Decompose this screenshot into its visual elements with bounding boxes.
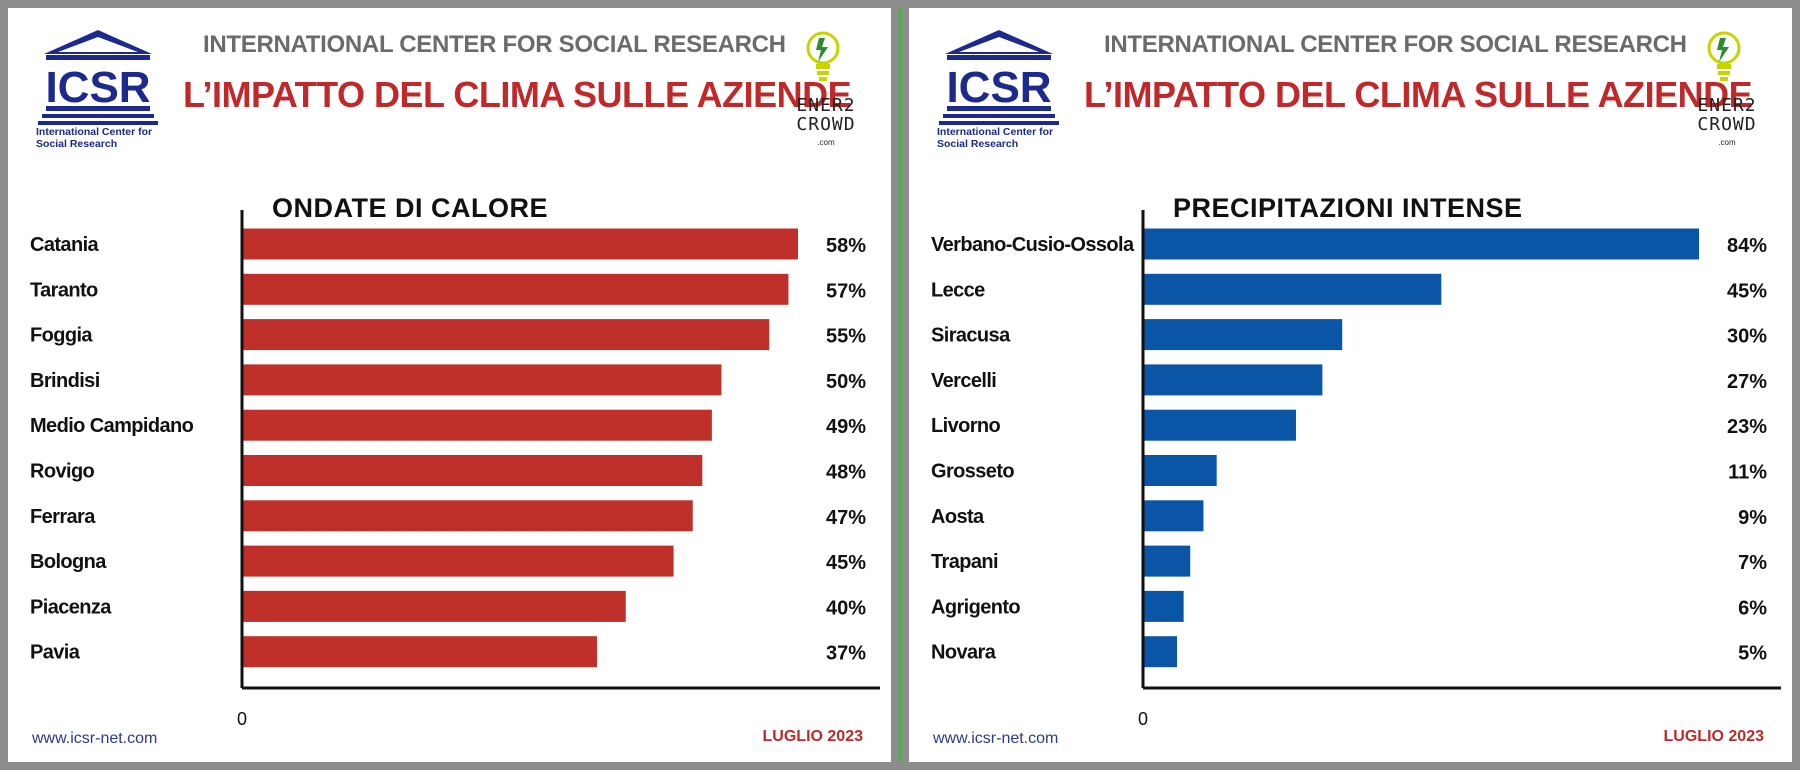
value-label: 58% <box>826 235 866 257</box>
value-label: 40% <box>826 597 866 619</box>
partner-logo-dotcom: .com <box>817 138 835 147</box>
panel-left: ICSR International Center for Social Res… <box>8 8 891 762</box>
headline: L’IMPATTO DEL CLIMA SULLE AZIENDE <box>1084 74 1753 115</box>
bar-medio-campidano <box>243 409 712 441</box>
category-label: Lecce <box>931 279 985 301</box>
category-label: Ferrara <box>30 506 96 528</box>
bar-brindisi <box>243 364 722 396</box>
category-label: Verbano-Cusio-Ossola <box>931 234 1135 256</box>
partner-logo-text: ENER2 CROWD <box>1697 95 1757 135</box>
panel-right: ICSR International Center for Social Res… <box>909 8 1792 762</box>
value-label: 5% <box>1738 643 1767 665</box>
category-label: Catania <box>30 234 100 256</box>
partner-logo-dotcom: .com <box>1718 138 1736 147</box>
bar-grosseto <box>1144 455 1217 486</box>
bar-verbano-cusio-ossola <box>1144 228 1699 260</box>
bar-catania <box>243 228 798 260</box>
x-tick-label: 0 <box>237 709 247 729</box>
value-label: 27% <box>1727 371 1767 393</box>
category-label: Brindisi <box>30 370 100 392</box>
value-label: 47% <box>826 507 866 529</box>
x-tick-label: 0 <box>1138 709 1148 729</box>
value-label: 23% <box>1727 416 1767 438</box>
icsr-logo: ICSR <box>939 30 1059 125</box>
value-label: 30% <box>1727 326 1767 348</box>
category-label: Medio Campidano <box>30 415 194 437</box>
value-label: 7% <box>1738 552 1767 574</box>
logo-subtitle: International Center for Social Research <box>937 126 1054 150</box>
value-label: 11% <box>1728 462 1767 484</box>
bar-vercelli <box>1144 364 1323 396</box>
value-label: 49% <box>826 416 866 438</box>
bar-aosta <box>1144 500 1204 532</box>
icsr-logo: ICSR <box>38 30 158 125</box>
value-label: 55% <box>826 326 866 348</box>
bar-chart-heavy-rain: Verbano-Cusio-Ossola 84% Lecce 45% Siracusa 3… <box>931 210 1781 729</box>
bar-pavia <box>243 636 598 668</box>
bar-agrigento <box>1144 590 1184 622</box>
bar-foggia <box>243 319 770 351</box>
value-label: 57% <box>826 280 866 302</box>
bar-livorno <box>1144 409 1296 441</box>
lightbulb-icon <box>1707 31 1741 81</box>
bar-taranto <box>243 273 789 305</box>
value-label: 9% <box>1738 507 1767 529</box>
category-label: Foggia <box>30 325 93 347</box>
category-label: Agrigento <box>931 596 1020 618</box>
footer-date: LUGLIO 2023 <box>1663 728 1764 745</box>
bar-lecce <box>1144 273 1442 305</box>
category-label: Trapani <box>931 551 998 573</box>
category-label: Bologna <box>30 551 107 573</box>
category-label: Pavia <box>30 642 81 664</box>
value-label: 37% <box>826 643 866 665</box>
chart-title: ONDATE DI CALORE <box>272 193 548 223</box>
bar-piacenza <box>243 590 626 622</box>
category-label: Grosseto <box>931 461 1014 483</box>
category-label: Novara <box>931 642 997 664</box>
footer-url[interactable]: www.icsr-net.com <box>32 730 158 747</box>
bar-ferrara <box>243 500 693 532</box>
headline: L’IMPATTO DEL CLIMA SULLE AZIENDE <box>183 74 852 115</box>
footer-date: LUGLIO 2023 <box>762 728 863 745</box>
logo-text: ICSR <box>45 63 150 112</box>
category-label: Rovigo <box>30 461 95 483</box>
category-label: Taranto <box>30 279 98 301</box>
bar-trapani <box>1144 545 1191 577</box>
org-name: INTERNATIONAL CENTER FOR SOCIAL RESEARCH <box>1104 31 1687 58</box>
org-name: INTERNATIONAL CENTER FOR SOCIAL RESEARCH <box>203 31 786 58</box>
category-label: Livorno <box>931 415 1001 437</box>
logo-text: ICSR <box>946 63 1051 112</box>
bar-rovigo <box>243 455 703 486</box>
logo-subtitle: International Center for Social Research <box>36 126 153 150</box>
category-label: Piacenza <box>30 596 112 618</box>
value-label: 45% <box>826 552 866 574</box>
value-label: 45% <box>1727 280 1767 302</box>
value-label: 84% <box>1727 235 1767 257</box>
value-label: 50% <box>826 371 866 393</box>
footer-url[interactable]: www.icsr-net.com <box>933 730 1059 747</box>
bar-bologna <box>243 545 674 577</box>
category-label: Siracusa <box>931 325 1011 347</box>
bar-chart-heatwaves: Catania 58% Taranto 57% Foggia 55% Brindisi 50%… <box>30 210 880 729</box>
value-label: 48% <box>826 462 866 484</box>
panel-divider <box>899 8 902 762</box>
category-label: Vercelli <box>931 370 996 392</box>
bar-siracusa <box>1144 319 1343 351</box>
value-label: 6% <box>1738 597 1767 619</box>
lightbulb-icon <box>806 31 840 81</box>
category-label: Aosta <box>931 506 985 528</box>
chart-title: PRECIPITAZIONI INTENSE <box>1173 193 1523 223</box>
partner-logo-text: ENER2 CROWD <box>796 95 856 135</box>
bar-novara <box>1144 636 1178 668</box>
